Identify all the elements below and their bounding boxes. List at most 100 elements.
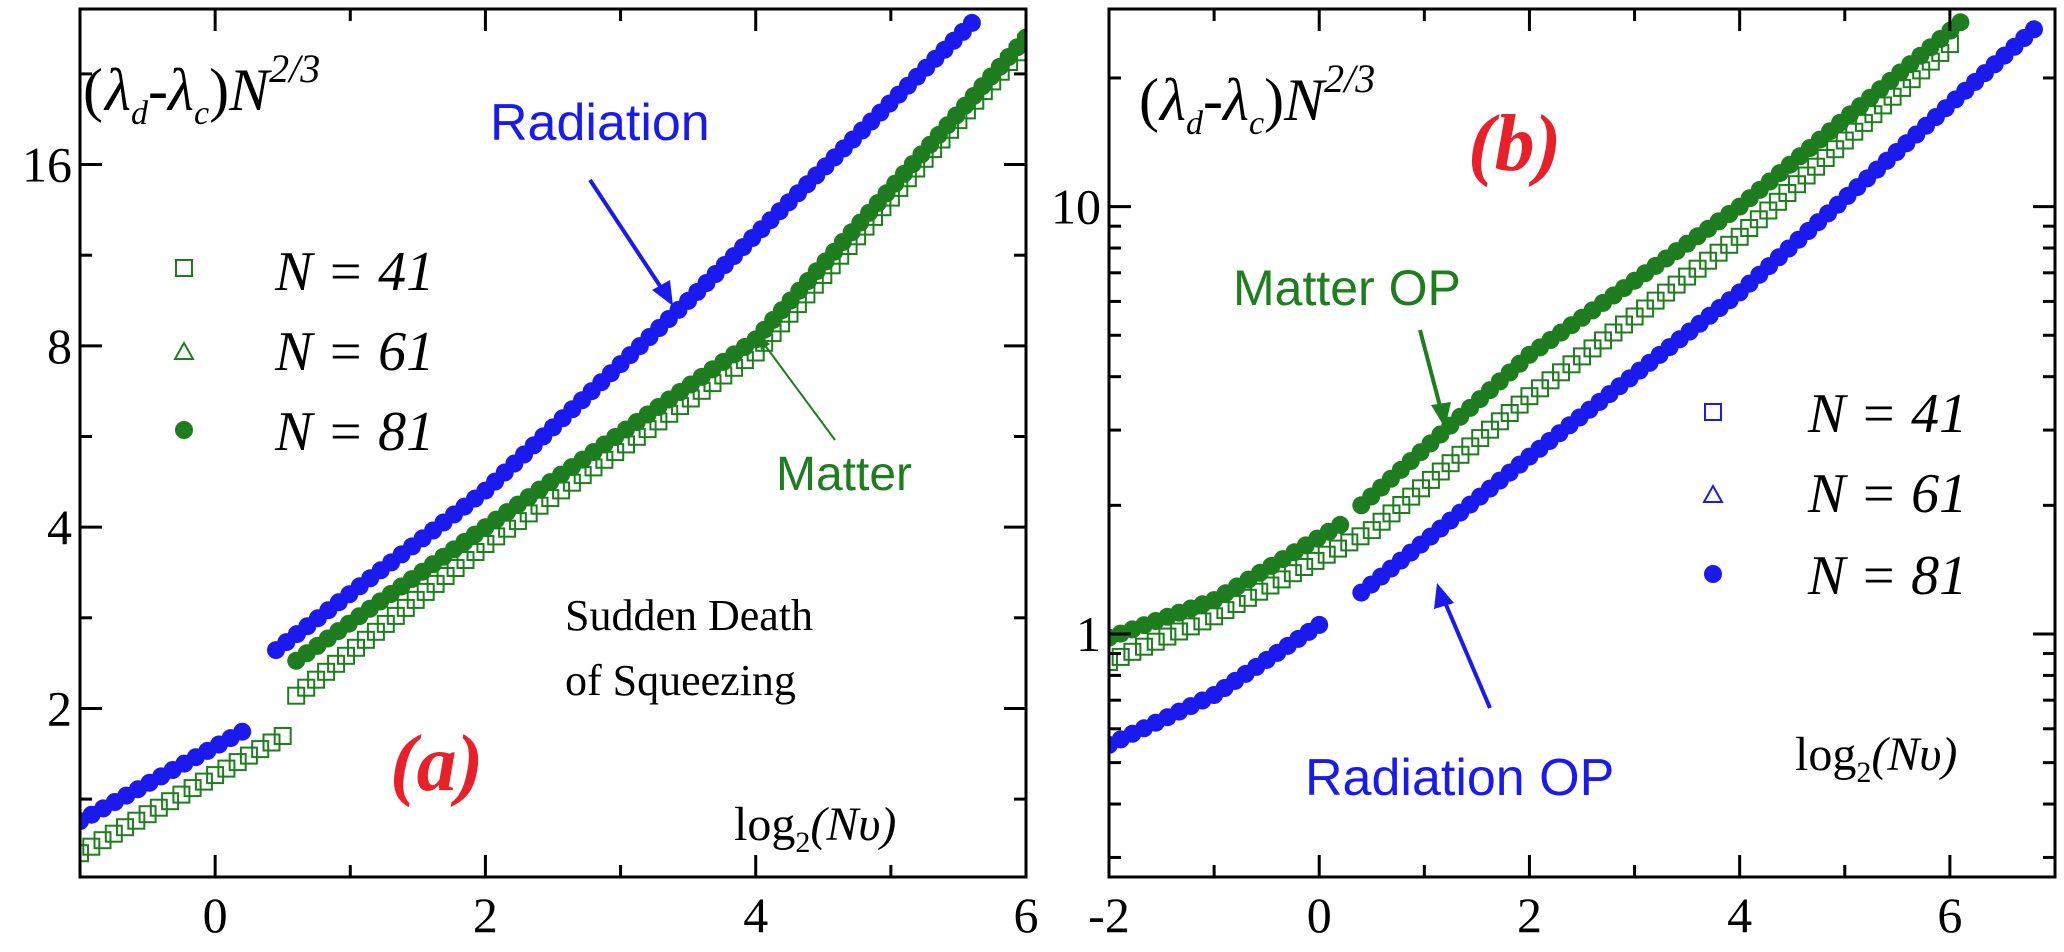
- data-point: [239, 746, 258, 765]
- data-point: [1181, 617, 1200, 636]
- data-point: [1146, 632, 1165, 651]
- x-tick-label: -2: [1088, 887, 1130, 943]
- annotation-matter-op-arrow: [1418, 329, 1443, 411]
- x-tick-label: 0: [203, 887, 228, 943]
- annotation-radiation-arrow: [588, 178, 666, 294]
- legend-label: N = 81: [274, 401, 434, 463]
- data-point: [233, 722, 252, 741]
- data-point: [251, 740, 270, 759]
- data-point: [273, 727, 292, 745]
- panel-a-ylabel: λd-λc)N2/3: [103, 46, 320, 132]
- x-tick-label: 4: [743, 887, 768, 943]
- data-point: [962, 13, 981, 32]
- arrow-head-icon: [1431, 402, 1451, 428]
- data-point: [1329, 539, 1347, 558]
- legend-label: N = 61: [1807, 463, 1967, 525]
- annotation-radiation-op: Radiation OP: [1305, 749, 1614, 807]
- panel-b: -2 0 2 4 6 1 10 λd-λc)N2/3 ( (b) Matter OP N =…: [1051, 7, 2057, 943]
- annotation-matter-op: Matter OP: [1233, 260, 1461, 316]
- data-point: [2025, 20, 2043, 39]
- data-point: [262, 733, 281, 752]
- y-tick-label: 4: [47, 499, 72, 555]
- data-point: [1158, 627, 1177, 646]
- annotation-radiation: Radiation: [490, 94, 710, 152]
- data-point: [1227, 595, 1246, 613]
- legend-marker-filled-circle: [175, 421, 193, 439]
- panel-b-ticks: -2 0 2 4 6 1 10: [1051, 9, 2057, 943]
- data-point: [206, 766, 225, 785]
- arrow-head-icon: [758, 335, 770, 350]
- data-point: [1238, 588, 1257, 607]
- x-tick-label: 0: [1307, 887, 1332, 943]
- legend-label: N = 41: [274, 241, 434, 303]
- annotation-matter-arrow: [763, 343, 836, 441]
- data-point: [228, 753, 247, 772]
- legend-marker-open-triangle: [1702, 483, 1724, 503]
- y-tick-label: 2: [47, 680, 72, 736]
- panel-b-xlabel: log2(Nυ): [1795, 728, 1957, 789]
- panel-b-ylabel: λd-λc)N2/3: [1158, 56, 1375, 142]
- panel-b-frame: [1107, 7, 2057, 879]
- data-point: [1272, 570, 1291, 589]
- data-point: [194, 772, 213, 791]
- data-point: [1310, 615, 1329, 634]
- data-point: [1340, 533, 1359, 552]
- panel-label-b: (b): [1468, 100, 1561, 188]
- legend-marker-filled-circle: [1704, 565, 1722, 583]
- data-point: [1216, 601, 1235, 620]
- x-tick-label: 2: [473, 887, 498, 943]
- legend-label: N = 81: [1807, 545, 1967, 607]
- data-point: [1250, 582, 1269, 601]
- panel-a-ticks: 0 2 4 6 2 4 8 16: [22, 9, 1039, 943]
- panel-a-frame: [78, 7, 1028, 879]
- x-tick-label: 4: [1727, 887, 1752, 943]
- data-point: [1306, 551, 1325, 570]
- data-point: [1940, 35, 1959, 54]
- legend-marker-open-square: [1704, 403, 1722, 421]
- data-point: [1170, 622, 1189, 641]
- data-point: [172, 785, 191, 804]
- arrow-head-icon: [1434, 583, 1454, 609]
- data-point: [1017, 33, 1026, 52]
- data-point: [104, 824, 123, 843]
- data-point: [80, 844, 89, 863]
- data-point: [1193, 612, 1212, 631]
- panel-label-a: (a): [390, 720, 483, 808]
- y-tick-label: 8: [47, 318, 72, 374]
- x-tick-label: 6: [1014, 887, 1039, 943]
- legend-label: N = 41: [1807, 383, 1967, 445]
- data-point: [138, 805, 157, 824]
- annotation-sudden-death: Sudden Death: [565, 591, 813, 640]
- data-point: [183, 779, 202, 798]
- data-point: [1317, 545, 1336, 564]
- data-point: [1261, 576, 1280, 595]
- panel-a-xlabel: log2(Nυ): [734, 798, 896, 859]
- panel-a: 0 2 4 6 2 4 8 16 λd-λc)N2/3 ( N = 41 N = 61 N =…: [22, 7, 1039, 943]
- data-point: [1135, 637, 1153, 656]
- data-point: [217, 759, 236, 778]
- data-point: [1123, 642, 1142, 661]
- data-point: [1205, 607, 1224, 626]
- panel-a-legend: N = 41 N = 61 N = 81: [173, 241, 434, 463]
- data-point: [1111, 647, 1130, 666]
- data-point: [1017, 28, 1026, 47]
- panel-b-data-marks: [1109, 13, 2043, 754]
- annotation-of-squeezing: of Squeezing: [565, 656, 796, 705]
- panel-b-ylabel-paren: (: [1139, 67, 1159, 133]
- data-point: [149, 798, 168, 817]
- y-tick-label: 1: [1076, 606, 1101, 662]
- data-point: [161, 792, 180, 811]
- annotation-matter: Matter: [776, 448, 912, 501]
- x-tick-label: 2: [1517, 887, 1542, 943]
- x-tick-label: 6: [1937, 887, 1962, 943]
- data-point: [1109, 653, 1118, 671]
- arrow-head-icon: [652, 280, 673, 306]
- data-point: [1295, 558, 1314, 576]
- y-tick-label: 16: [22, 137, 72, 193]
- panel-b-legend: N = 41 N = 61 N = 81: [1702, 383, 1967, 607]
- annotation-radiation-op-arrow: [1442, 599, 1492, 709]
- data-point: [1331, 515, 1350, 534]
- legend-label: N = 61: [274, 321, 434, 383]
- legend-marker-open-square: [175, 259, 193, 277]
